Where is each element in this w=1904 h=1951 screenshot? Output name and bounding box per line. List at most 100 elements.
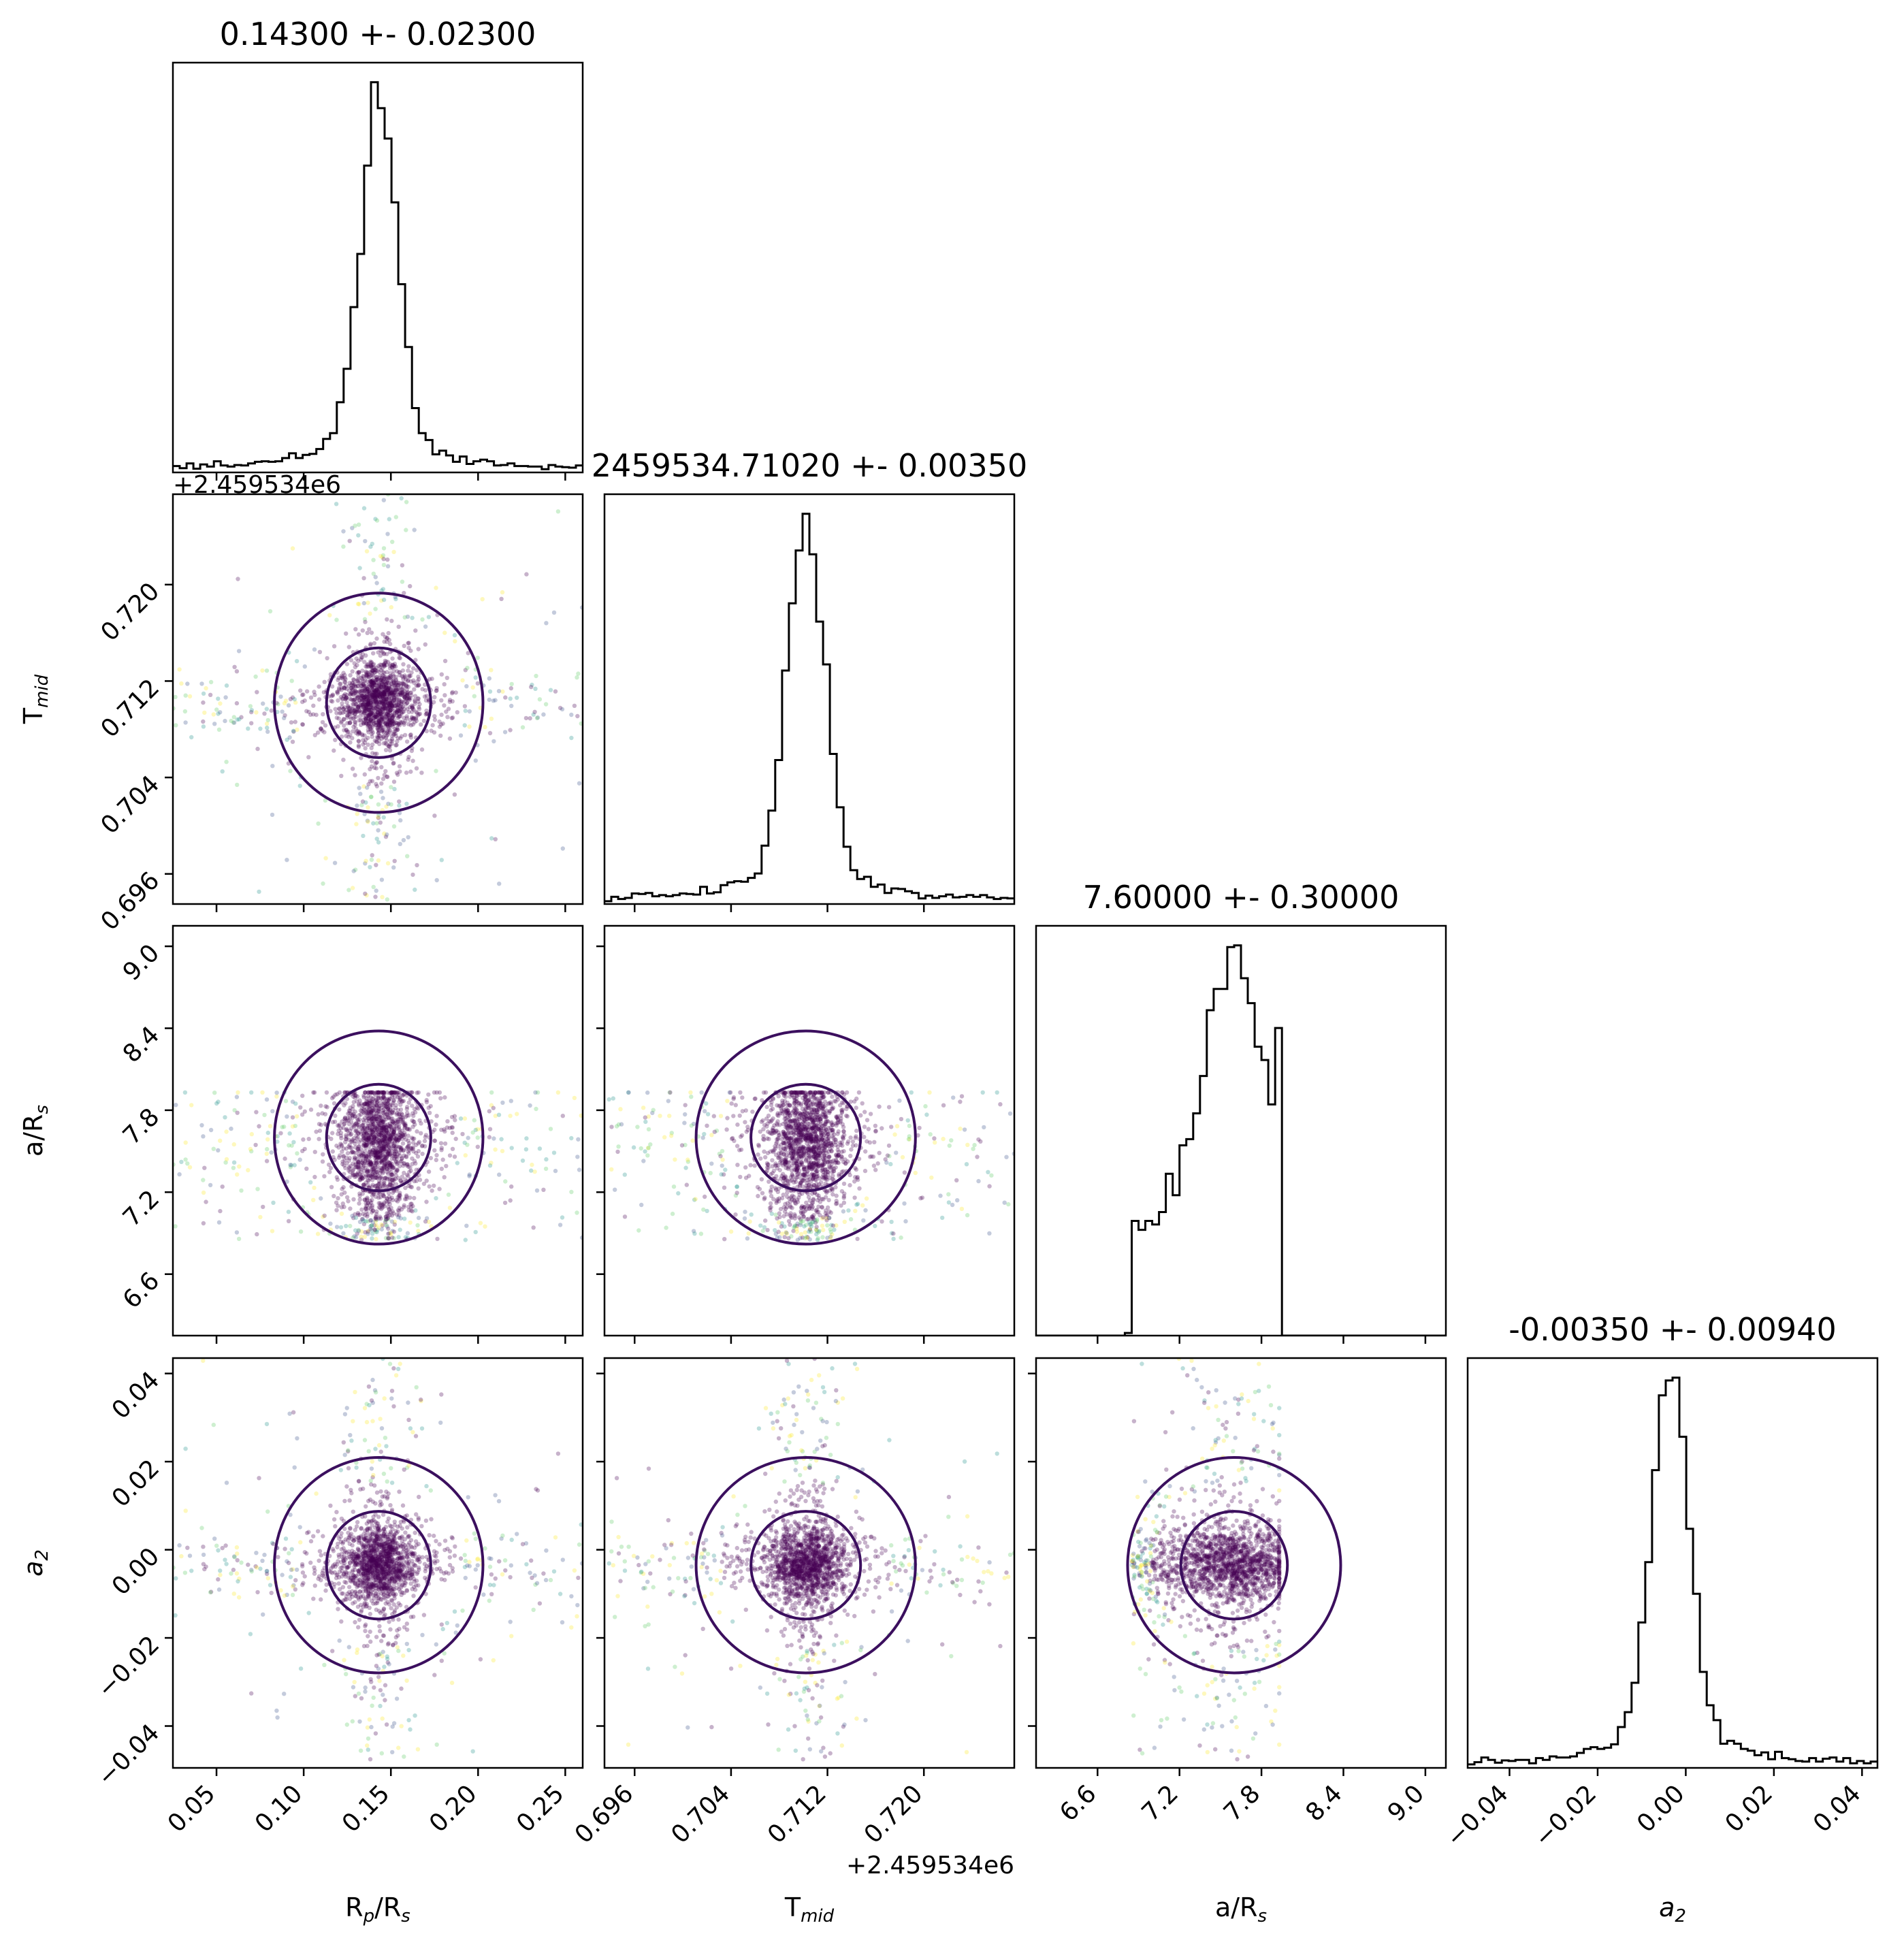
- scatter-point: [406, 1100, 411, 1105]
- scatter-point: [361, 1222, 367, 1227]
- scatter-point: [370, 694, 375, 698]
- scatter-point: [364, 1131, 369, 1135]
- scatter-point: [398, 1216, 403, 1221]
- scatter-point: [369, 731, 374, 737]
- scatter-point: [373, 714, 378, 719]
- scatter-point: [396, 683, 401, 688]
- scatter-point: [370, 719, 375, 724]
- scatter-point: [500, 590, 505, 595]
- scatter-point: [377, 1167, 383, 1173]
- scatter-point: [344, 1195, 350, 1200]
- scatter-point: [344, 700, 349, 705]
- scatter-point: [361, 702, 366, 707]
- scatter-point: [676, 1191, 681, 1196]
- scatter-point: [370, 730, 375, 735]
- scatter-point: [404, 693, 410, 698]
- scatter-point: [343, 696, 348, 702]
- scatter-point: [413, 1110, 418, 1115]
- scatter-point: [353, 627, 358, 632]
- scatter-point: [437, 1090, 442, 1095]
- scatter-point: [794, 1168, 800, 1173]
- scatter-point: [794, 1176, 799, 1180]
- scatter-point: [366, 1125, 370, 1131]
- scatter-point: [367, 690, 372, 695]
- scatter-point: [416, 1215, 421, 1221]
- scatter-point: [432, 730, 437, 735]
- panel-title-tmid: 2459534.71020 +- 0.00350: [592, 447, 1027, 484]
- scatter-point: [792, 1090, 797, 1095]
- scatter-point: [380, 699, 385, 704]
- scatter-point: [377, 1132, 382, 1138]
- scatter-point: [369, 1223, 374, 1228]
- scatter-point: [473, 1229, 478, 1235]
- scatter-point: [340, 1149, 344, 1154]
- scatter-point: [385, 733, 389, 739]
- scatter-point: [366, 1136, 371, 1141]
- scatter-point: [386, 705, 391, 711]
- scatter-point: [404, 1193, 409, 1198]
- scatter-point: [863, 1208, 868, 1213]
- scatter-point: [385, 711, 390, 716]
- scatter-point: [349, 1112, 354, 1116]
- scatter-point: [739, 1133, 745, 1138]
- scatter-point: [371, 712, 376, 717]
- scatter-point: [380, 1138, 385, 1143]
- scatter-point: [360, 799, 366, 804]
- scatter-point: [370, 1182, 375, 1187]
- scatter-point: [370, 693, 376, 698]
- scatter-point: [489, 716, 494, 722]
- scatter-point: [384, 1217, 389, 1222]
- scatter-point: [959, 1206, 965, 1212]
- scatter-point: [406, 684, 411, 689]
- scatter-point: [548, 688, 553, 692]
- scatter-point: [392, 690, 397, 695]
- scatter-point: [375, 704, 381, 709]
- scatter-point: [502, 1200, 508, 1206]
- scatter-point: [398, 1153, 402, 1159]
- scatter-point: [373, 1184, 378, 1189]
- scatter-point: [232, 664, 237, 669]
- scatter-point: [366, 707, 370, 713]
- scatter-point: [368, 1103, 373, 1108]
- scatter-point: [853, 1165, 858, 1171]
- scatter-point: [806, 1098, 811, 1103]
- scatter-point: [374, 1214, 378, 1219]
- scatter-point: [400, 1128, 404, 1133]
- scatter-point: [392, 1090, 397, 1095]
- scatter-point: [673, 1157, 677, 1162]
- scatter-point: [300, 699, 305, 705]
- scatter-point: [361, 1095, 366, 1100]
- scatter-point: [769, 1184, 774, 1189]
- scatter-point: [791, 1135, 796, 1141]
- scatter-point: [688, 1090, 693, 1095]
- scatter-point: [811, 1197, 816, 1202]
- scatter-point: [173, 1224, 178, 1229]
- scatter-point: [389, 1110, 395, 1116]
- scatter-point: [381, 557, 386, 562]
- scatter-point: [353, 1145, 358, 1150]
- scatter-point: [391, 1144, 396, 1148]
- scatter-point: [376, 1138, 381, 1143]
- scatter-point: [361, 721, 366, 726]
- scatter-point: [386, 1211, 391, 1216]
- scatter-point: [339, 688, 344, 692]
- scatter-point: [406, 696, 411, 701]
- scatter-point: [733, 1103, 739, 1108]
- scatter-point: [397, 1206, 402, 1210]
- scatter-point: [340, 675, 345, 679]
- scatter-point: [784, 1156, 788, 1161]
- scatter-point: [374, 1133, 378, 1138]
- scatter-point: [379, 1131, 385, 1135]
- scatter-point: [385, 651, 389, 656]
- scatter-point: [432, 1148, 437, 1153]
- scatter-point: [373, 517, 378, 521]
- scatter-point: [372, 683, 378, 688]
- scatter-point: [383, 835, 389, 839]
- scatter-point: [351, 724, 356, 730]
- scatter-point: [781, 1140, 786, 1145]
- scatter-point: [376, 683, 381, 688]
- scatter-point: [372, 665, 376, 670]
- scatter-point: [820, 1223, 825, 1228]
- scatter-point: [383, 686, 388, 690]
- scatter-point: [381, 690, 387, 694]
